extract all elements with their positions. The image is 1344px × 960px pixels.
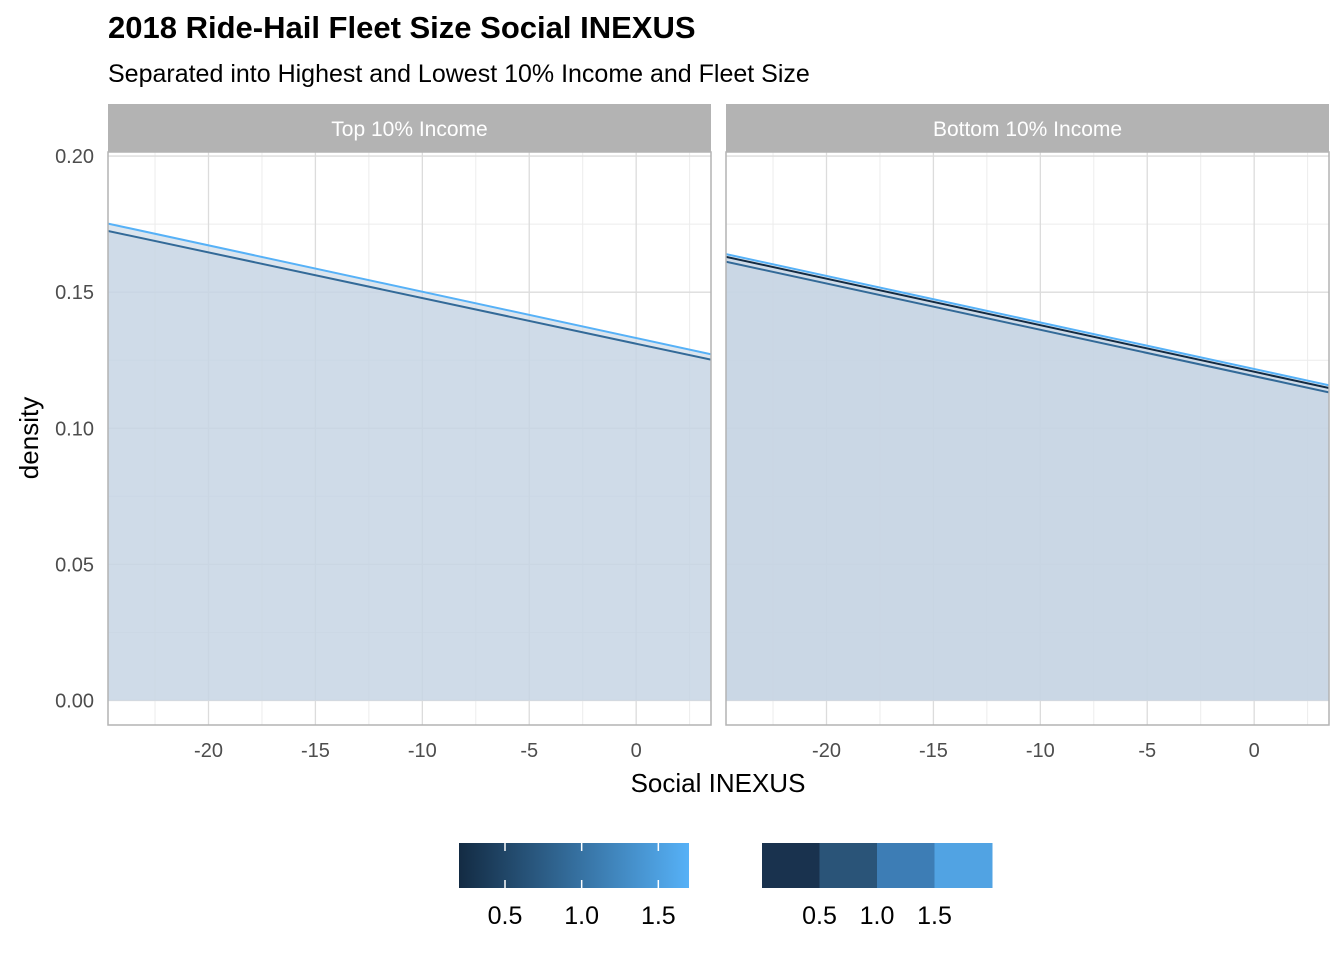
density-line-0 [726, 255, 1329, 389]
binned-legend: 0.5 1.0 1.5 [762, 843, 993, 930]
binned-legend-label: 0.5 [802, 902, 837, 930]
chart-title: 2018 Ride-Hail Fleet Size Social INEXUS [108, 10, 696, 45]
y-tick-label: 0.10 [55, 418, 94, 440]
density-line-1 [726, 253, 1329, 387]
panel-border [107, 151, 712, 726]
x-tick-label: -20 [812, 740, 841, 762]
colorbar-label: 1.5 [641, 902, 676, 930]
binned-legend-label: 1.0 [860, 902, 895, 930]
legend-swatch [819, 843, 878, 888]
legend-swatch [934, 843, 993, 888]
x-tick-label: -5 [1138, 740, 1156, 762]
facet-strip-label: Top 10% Income [331, 118, 487, 141]
density-area-2 [726, 261, 1329, 701]
x-tick-label: 0 [1249, 740, 1260, 762]
panel-top-income: Top 10% Income -20 -15 -10 -5 0 [107, 104, 712, 762]
y-tick-label: 0.20 [55, 146, 94, 168]
facet-strip [108, 104, 711, 152]
y-tick-label: 0.05 [55, 554, 94, 576]
x-tick-label: 0 [631, 740, 642, 762]
y-tick-label: 0.00 [55, 691, 94, 713]
x-tick-label: -10 [1026, 740, 1055, 762]
colorbar-gradient [459, 843, 689, 888]
x-tick-label: -5 [520, 740, 538, 762]
colorbar-legend: 0.5 1.0 1.5 [459, 843, 689, 930]
density-area-1 [108, 230, 711, 701]
facet-strip-label: Bottom 10% Income [933, 118, 1122, 141]
panel-bottom-income: Bottom 10% Income -20 -15 -10 -5 0 [725, 104, 1330, 762]
y-tick-label: 0.15 [55, 282, 94, 304]
facet-strip [726, 104, 1329, 152]
density-line-0 [108, 222, 711, 356]
binned-legend-label: 1.5 [917, 902, 952, 930]
chart-subtitle: Separated into Highest and Lowest 10% In… [108, 60, 810, 88]
x-tick-label: -20 [194, 740, 223, 762]
legend-swatch [762, 843, 820, 888]
x-tick-label: -10 [408, 740, 437, 762]
legend-swatch [877, 843, 935, 888]
density-line-2 [726, 260, 1329, 394]
x-tick-label: -15 [919, 740, 948, 762]
colorbar-label: 0.5 [488, 902, 523, 930]
x-axis-title: Social INEXUS [631, 768, 806, 798]
x-tick-label: -15 [301, 740, 330, 762]
density-line-1 [108, 229, 711, 361]
y-axis-title: density [14, 397, 44, 479]
panel-border [725, 151, 1330, 726]
colorbar-label: 1.0 [564, 902, 599, 930]
